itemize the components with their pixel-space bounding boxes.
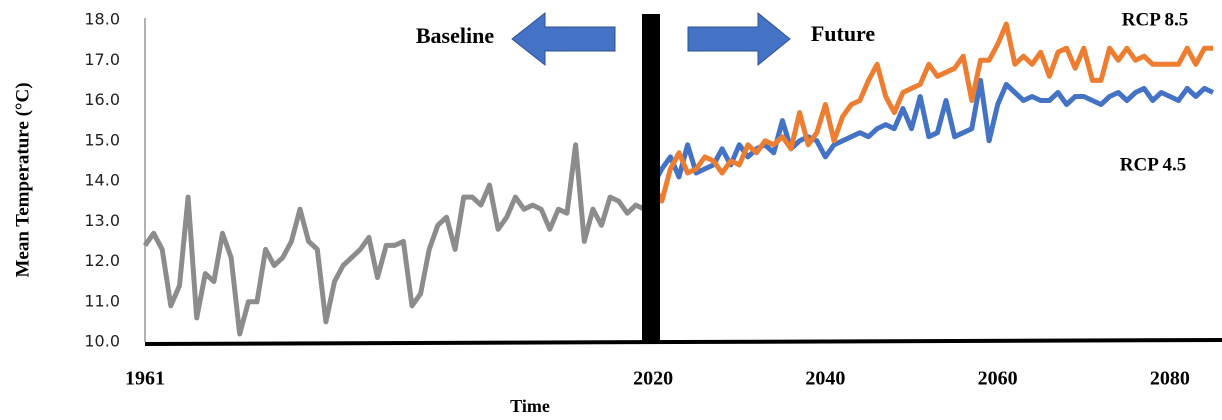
x-tick-label: 1961	[125, 368, 165, 390]
y-tick-label: 16.0	[84, 90, 120, 109]
period-divider	[642, 14, 660, 344]
series-line	[642, 77, 1215, 195]
x-tick-label: 2040	[805, 368, 845, 390]
x-axis-title: Time	[510, 396, 550, 416]
plot-area	[142, 21, 1215, 337]
y-tick-label: 10.0	[84, 332, 120, 351]
y-tick-label: 14.0	[84, 171, 120, 190]
x-tick-label: 2020	[633, 368, 673, 390]
x-axis	[144, 338, 1222, 346]
x-tick-label: 2060	[978, 368, 1018, 390]
series-line	[642, 21, 1213, 204]
y-tick-label: 17.0	[84, 50, 120, 69]
series-label: RCP 4.5	[1120, 154, 1187, 175]
y-tick-label: 11.0	[84, 291, 120, 310]
future-arrow	[687, 11, 791, 67]
y-axis-title: Mean Temperature (°C)	[12, 82, 33, 277]
y-tick-label: 15.0	[84, 130, 120, 149]
x-tick-label: 2080	[1150, 368, 1190, 390]
y-tick-label: 12.0	[84, 251, 120, 270]
series-label: RCP 8.5	[1122, 9, 1189, 30]
baseline-arrow	[511, 11, 616, 67]
baseline-label: Baseline	[416, 23, 494, 48]
y-tick-label: 13.0	[84, 211, 120, 230]
y-tick-label: 18.0	[84, 10, 120, 29]
future-label: Future	[811, 21, 876, 46]
series-line	[142, 142, 646, 337]
